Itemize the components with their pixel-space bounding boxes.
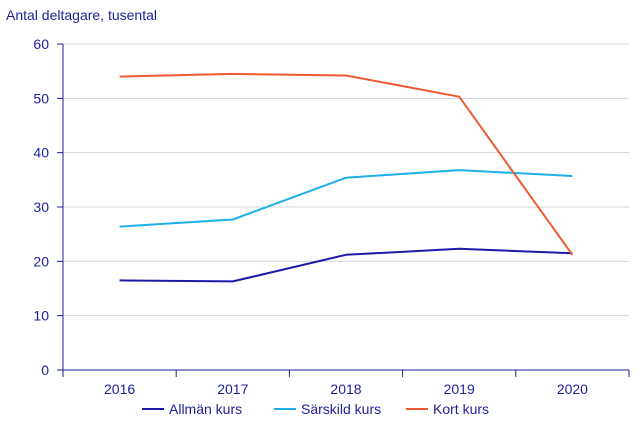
y-tick-label: 0 (41, 362, 49, 378)
x-tick-label: 2016 (104, 381, 135, 397)
x-tick-label: 2017 (217, 381, 248, 397)
y-axis-label: Antal deltagare, tusental (6, 7, 157, 23)
legend-label: Kort kurs (433, 401, 489, 417)
legend-label: Särskild kurs (301, 401, 381, 417)
series-line-3 (119, 72, 574, 256)
y-tick-label: 20 (33, 253, 49, 269)
y-tick-label: 50 (33, 90, 49, 106)
series-line-2 (119, 169, 573, 228)
x-tick-label: 2020 (557, 381, 588, 397)
legend-label: Allmän kurs (169, 401, 242, 417)
x-tick-labels: 2016 2017 2018 2019 2020 (104, 381, 588, 397)
y-tick-label: 10 (33, 308, 49, 324)
axes (57, 43, 630, 377)
y-tick-label: 30 (33, 199, 49, 215)
y-tick-label: 40 (33, 145, 49, 161)
legend: Allmän kurs Särskild kurs Kort kurs (142, 401, 489, 417)
gridlines (63, 43, 629, 317)
x-tick-label: 2019 (444, 381, 475, 397)
series-line-1 (119, 247, 573, 283)
series-lines (119, 72, 574, 283)
y-tick-label: 60 (33, 36, 49, 52)
y-tick-labels: 0 10 20 30 40 50 60 (33, 36, 49, 378)
x-tick-label: 2018 (330, 381, 361, 397)
